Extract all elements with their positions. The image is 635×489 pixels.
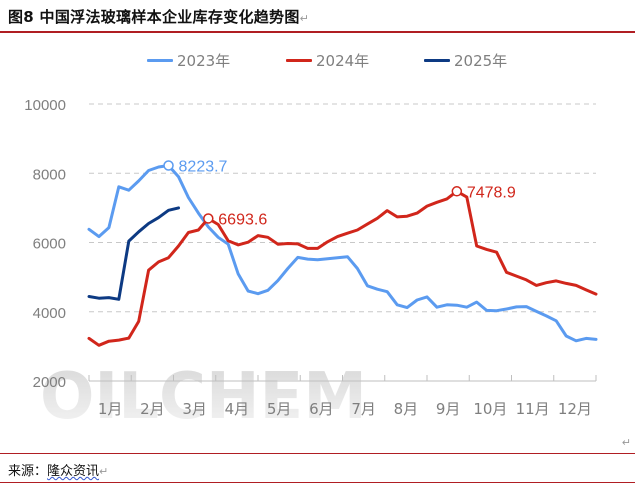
- x-tick-label: 2月: [140, 400, 165, 418]
- legend-label-2025: 2025年: [454, 51, 508, 70]
- legend-swatch-2023-icon: [147, 58, 173, 62]
- max-marker-icon: [451, 186, 463, 197]
- paragraph-mark-icon: ↵: [99, 465, 109, 478]
- paragraph-mark-icon: ↵: [621, 436, 631, 449]
- chart-title: 图8 中国浮法玻璃样本企业库存变化趋势图↵: [8, 6, 309, 27]
- data-label: 7478.9: [467, 184, 516, 201]
- paragraph-mark-icon: ↵: [299, 12, 310, 25]
- source-name: 隆众资讯: [47, 464, 100, 479]
- y-tick-label: 10000: [24, 97, 66, 114]
- source-text: 来源：隆众资讯↵: [8, 460, 108, 479]
- y-tick-label: 4000: [33, 305, 66, 322]
- series-line-2024年: [87, 189, 598, 347]
- legend-label-2023: 2023年: [177, 51, 231, 70]
- x-tick-label: 8月: [394, 400, 419, 418]
- x-tick-label: 3月: [182, 400, 207, 418]
- data-label: 6693.6: [218, 211, 267, 228]
- chart-title-text: 图8 中国浮法玻璃样本企业库存变化趋势图: [8, 8, 300, 26]
- title-bar: 图8 中国浮法玻璃样本企业库存变化趋势图↵: [0, 0, 635, 33]
- x-axis: 1月 2月 3月 4月 5月 6月 7月 8月 9月 10月 11月 12月: [88, 375, 597, 418]
- y-tick-label: 8000: [33, 166, 66, 183]
- chart-legend: 2023年 2024年 2025年: [0, 50, 635, 70]
- x-tick-label: 4月: [225, 400, 250, 418]
- x-tick-label: 10月: [473, 400, 507, 418]
- legend-item-2024[interactable]: 2024年: [286, 50, 369, 70]
- legend-item-2025[interactable]: 2025年: [424, 50, 507, 70]
- legend-swatch-2024-icon: [286, 58, 312, 62]
- series-lines: [87, 164, 598, 347]
- line-chart: OILCHEM 2000 4000 6000 8000 10000 1月 2月 3月 4月 5月…: [24, 97, 598, 434]
- x-tick-label: 1月: [98, 400, 123, 418]
- series-line-2025年: [87, 206, 180, 301]
- watermark: OILCHEM: [40, 360, 367, 434]
- data-label: 8223.7: [179, 158, 228, 175]
- max-marker-icon: [203, 213, 214, 224]
- legend-swatch-2025-icon: [424, 58, 450, 62]
- max-marker-icon: [163, 160, 174, 171]
- x-tick-label: 9月: [436, 400, 461, 418]
- x-tick-label: 7月: [351, 400, 376, 418]
- y-axis: 2000 4000 6000 8000 10000: [24, 97, 66, 391]
- legend-label-2024: 2024年: [316, 51, 370, 70]
- legend-item-2023[interactable]: 2023年: [147, 50, 230, 70]
- x-tick-label: 11月: [516, 400, 550, 418]
- y-tick-label: 2000: [33, 374, 66, 391]
- annotations: 8223.7 6693.6 7478.9: [163, 158, 516, 228]
- x-tick-label: 5月: [267, 400, 292, 418]
- source-bar: 来源：隆众资讯↵: [0, 453, 635, 483]
- y-tick-label: 6000: [33, 236, 66, 253]
- series-line-2023年: [87, 164, 598, 343]
- gridlines: [89, 103, 596, 313]
- source-label: 来源：: [8, 464, 48, 479]
- x-tick-label: 12月: [558, 400, 592, 418]
- x-tick-label: 6月: [309, 400, 334, 418]
